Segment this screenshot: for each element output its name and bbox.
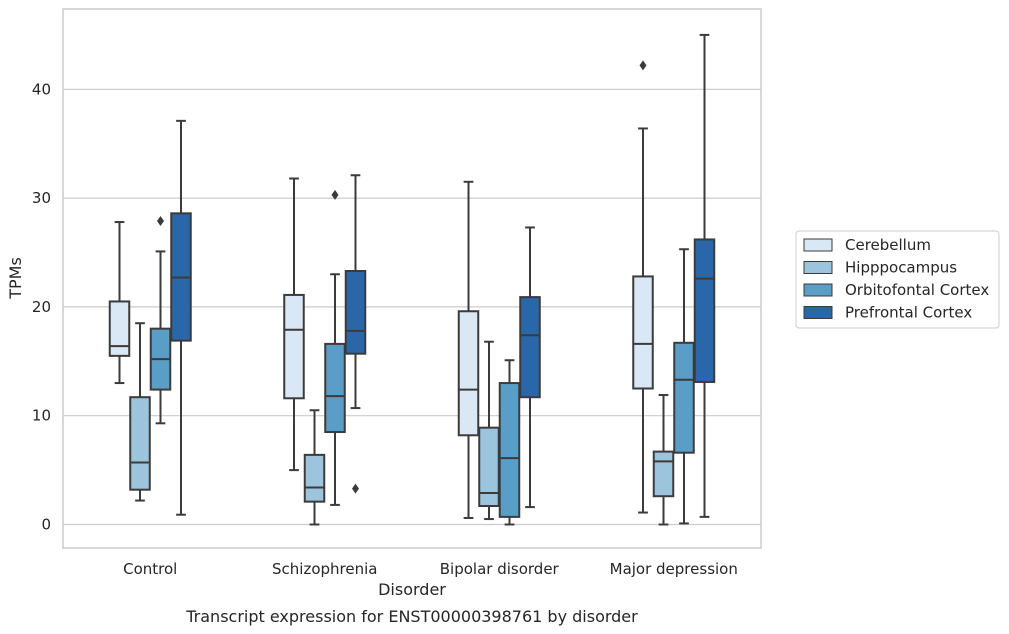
box-orbitofontal-cortex-bipolar-disorder	[498, 359, 521, 526]
y-tick-label: 40	[32, 80, 51, 98]
y-tick-labels: 0 10 20 30 40	[32, 80, 51, 533]
plot-frame	[62, 8, 762, 549]
legend: Cerebellum Hipppocampus Orbitofontal Corte…	[795, 230, 1000, 329]
y-tick-label: 10	[32, 407, 51, 425]
box-layer	[108, 33, 716, 526]
outlier-point	[639, 60, 647, 71]
box-iqr	[652, 450, 675, 498]
x-tick-label: Bipolar disorder	[440, 560, 560, 578]
x-tick-label: Major depression	[610, 560, 738, 578]
box-cerebellum-major-depression	[632, 60, 654, 514]
legend-swatch	[803, 238, 833, 252]
box-iqr	[457, 310, 480, 437]
y-axis-label: TPMs	[6, 257, 25, 300]
y-tick-label: 0	[41, 516, 51, 534]
outlier-point	[352, 483, 359, 494]
box-iqr	[108, 300, 131, 357]
box-prefrontal-cortex-control	[170, 119, 192, 516]
box-hipppocampus-major-depression	[652, 394, 675, 526]
box-cerebellum-control	[108, 221, 131, 385]
box-iqr	[283, 293, 305, 400]
x-axis-label: Disorder	[378, 580, 446, 599]
x-tick-label: Schizophrenia	[272, 560, 377, 578]
box-iqr	[498, 382, 521, 518]
box-cerebellum-bipolar-disorder	[457, 180, 480, 519]
outlier-point	[331, 189, 339, 200]
x-tick-labels: Control Schizophrenia Bipolar disorder Majo…	[123, 560, 738, 578]
box-orbitofontal-cortex-control	[149, 215, 172, 425]
y-tick-label: 20	[32, 298, 51, 316]
box-iqr	[129, 396, 151, 491]
box-iqr	[632, 275, 654, 390]
box-prefrontal-cortex-bipolar-disorder	[519, 226, 541, 509]
box-iqr	[303, 453, 326, 503]
legend-label: Orbitofontal Cortex	[845, 281, 989, 299]
box-iqr	[344, 269, 367, 355]
legend-label: Cerebellum	[845, 236, 931, 254]
box-hipppocampus-schizophrenia	[303, 409, 326, 526]
box-iqr	[693, 238, 716, 383]
box-orbitofontal-cortex-schizophrenia	[324, 189, 346, 506]
box-iqr	[673, 341, 695, 454]
legend-swatch	[803, 306, 833, 319]
x-tick-label: Control	[123, 560, 177, 578]
legend-swatch	[803, 283, 833, 297]
legend-label: Prefrontal Cortex	[845, 304, 972, 322]
box-prefrontal-cortex-major-depression	[693, 33, 716, 518]
box-iqr	[519, 296, 541, 399]
chart-caption: Transcript expression for ENST0000039876…	[185, 607, 638, 626]
box-cerebellum-schizophrenia	[283, 177, 305, 472]
outlier-point	[157, 215, 164, 226]
legend-swatch	[803, 261, 833, 274]
box-iqr	[478, 426, 500, 508]
y-tick-label: 30	[32, 189, 51, 207]
legend-label: Hipppocampus	[845, 259, 957, 277]
box-hipppocampus-control	[129, 322, 151, 502]
box-prefrontal-cortex-schizophrenia	[344, 174, 367, 494]
legend-frame	[795, 230, 1000, 329]
box-orbitofontal-cortex-major-depression	[673, 248, 695, 525]
box-iqr	[324, 342, 346, 434]
